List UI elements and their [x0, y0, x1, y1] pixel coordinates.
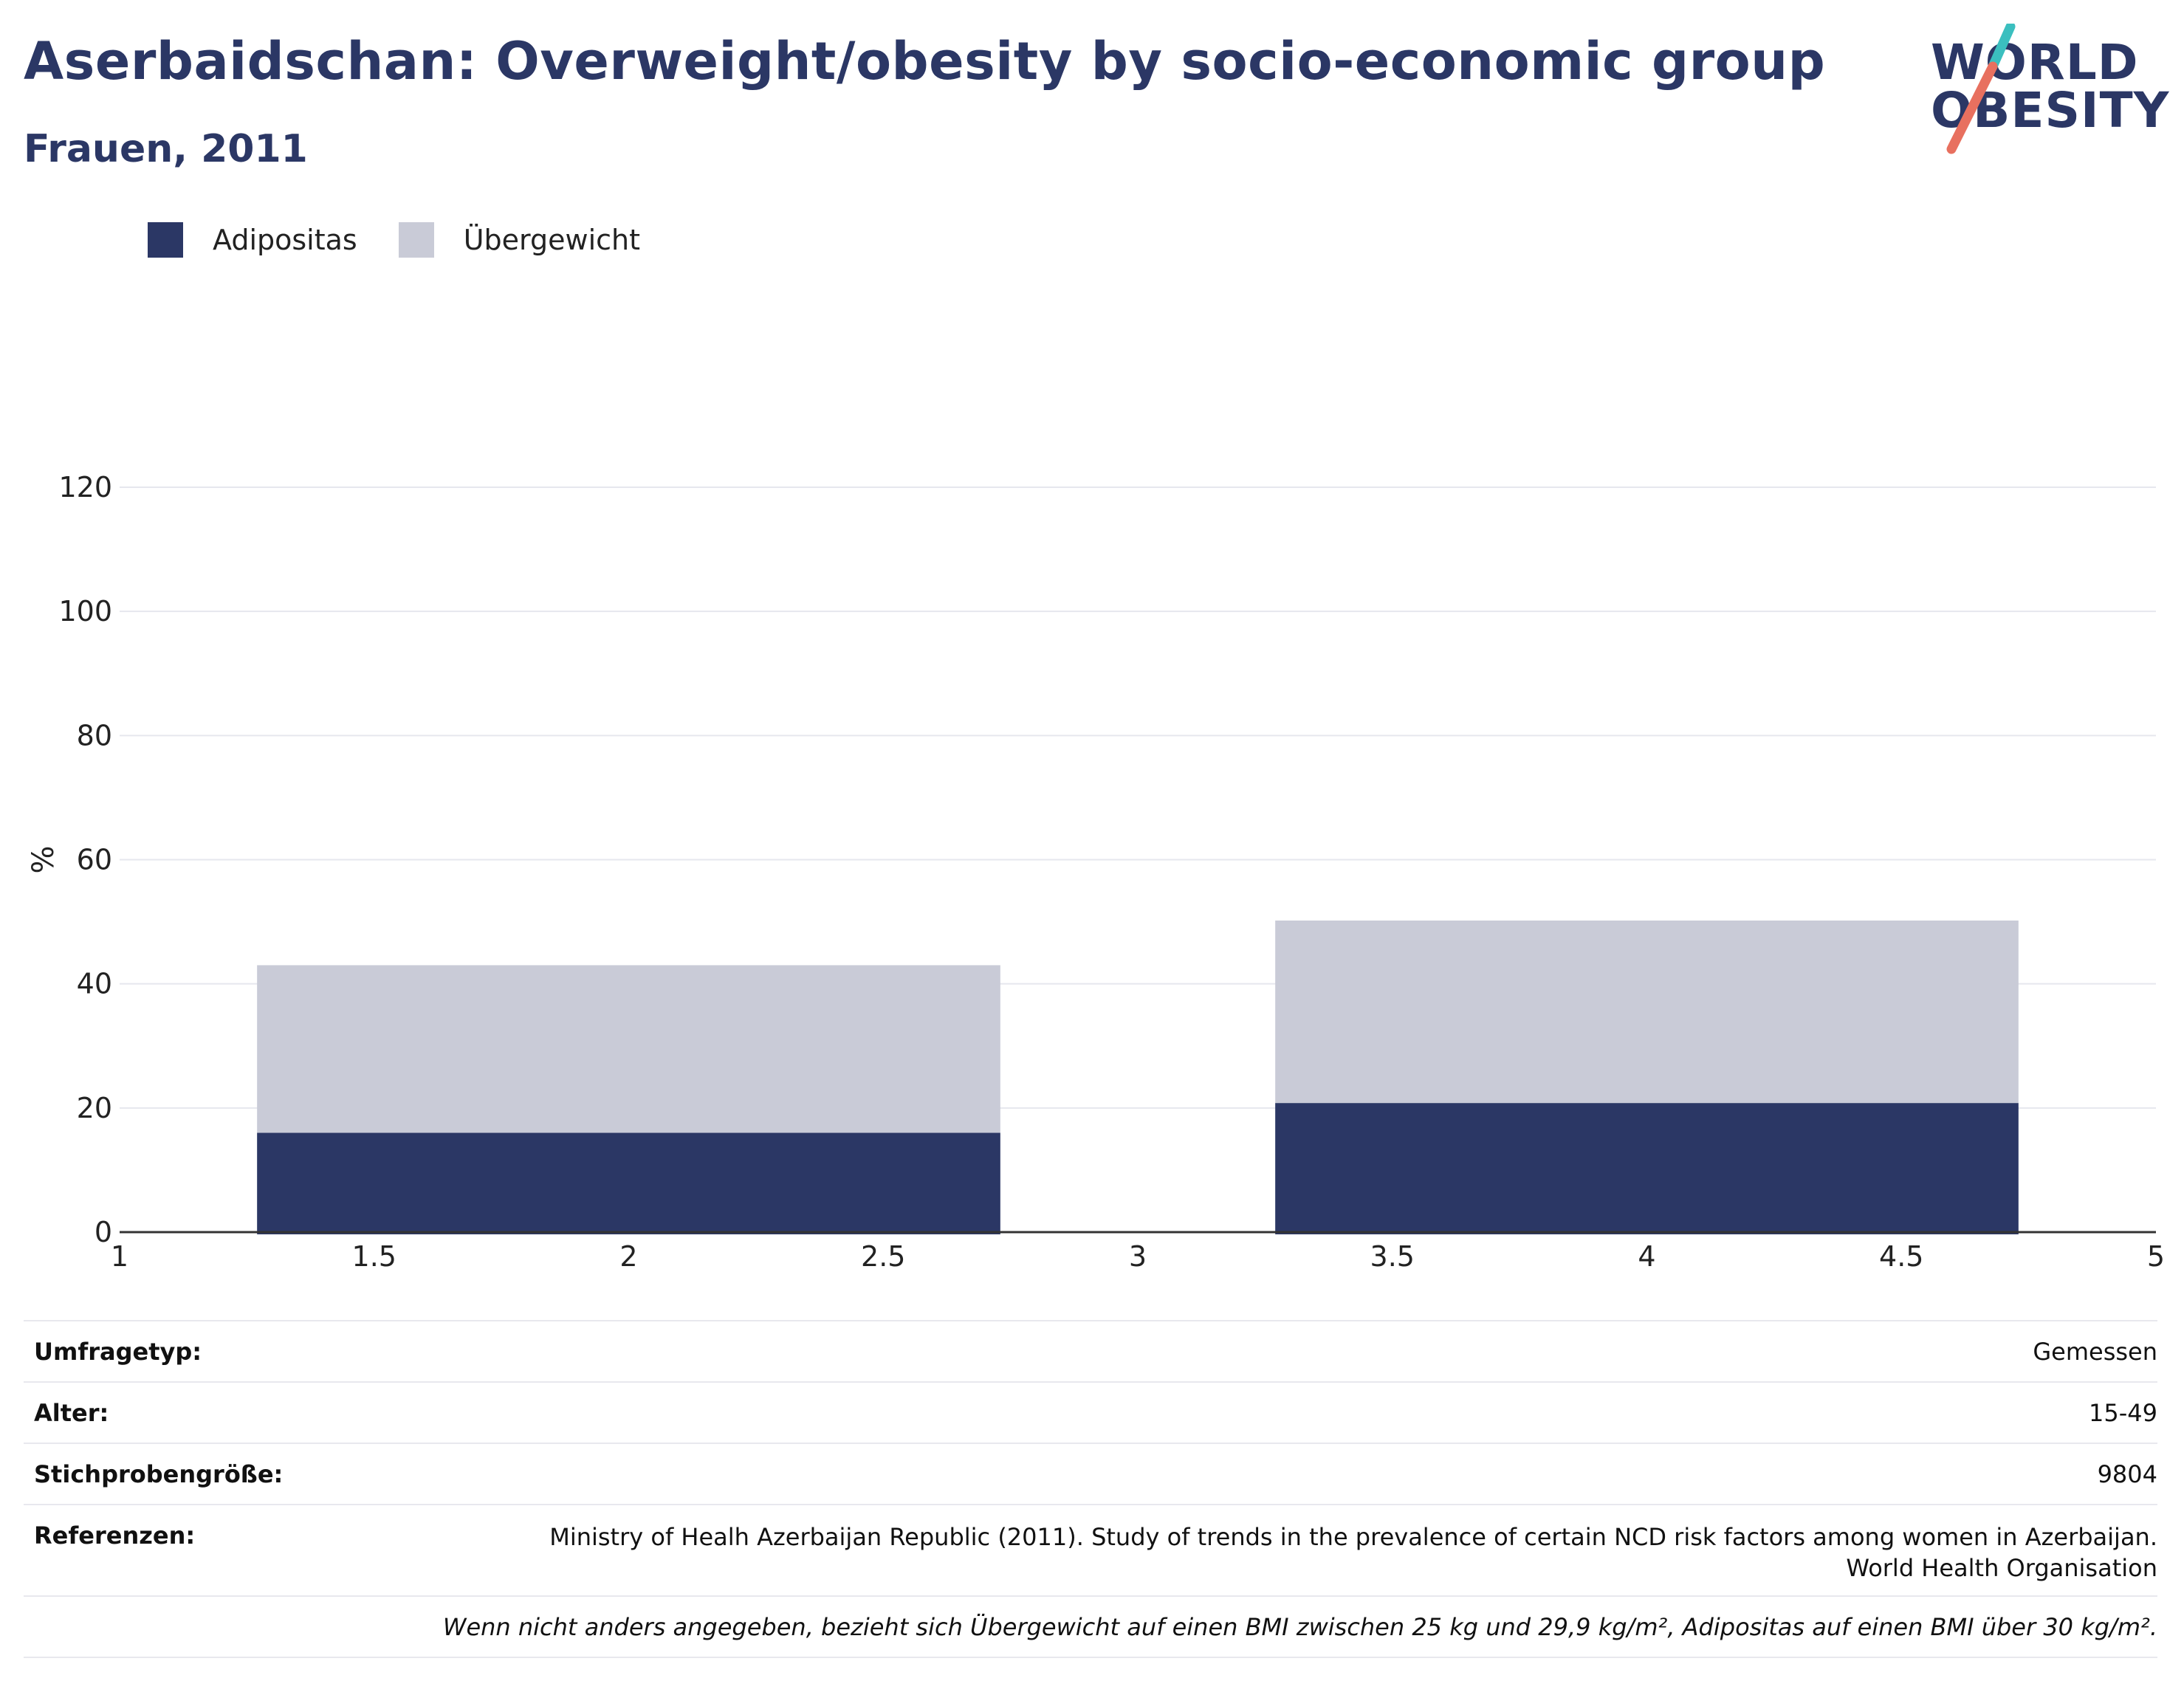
bar-uebergewicht-1	[257, 965, 1000, 1133]
references-value: Ministry of Healh Azerbaijan Republic (2…	[549, 1522, 2157, 1584]
y-tick-label: 80	[77, 719, 112, 752]
y-tick-label: 60	[77, 844, 112, 876]
survey-type-label: Umfragetyp:	[34, 1337, 202, 1366]
info-row-sample-size: Stichprobengröße: 9804	[24, 1444, 2157, 1505]
chart-title: Aserbaidschan: Overweight/obesity by soc…	[24, 31, 1826, 92]
x-tick-label: 3	[1129, 1240, 1147, 1273]
sample-size-label: Stichprobengröße:	[34, 1460, 284, 1488]
info-row-age: Alter: 15-49	[24, 1383, 2157, 1444]
references-label: Referenzen:	[34, 1522, 196, 1550]
x-tick-label: 5	[2147, 1240, 2165, 1273]
bar-uebergewicht-2	[1275, 920, 2019, 1104]
age-value: 15-49	[2089, 1398, 2157, 1427]
info-row-footnote: Wenn nicht anders angegeben, bezieht sic…	[24, 1597, 2157, 1658]
x-tick-label: 4	[1638, 1240, 1655, 1273]
x-tick-label: 3.5	[1370, 1240, 1415, 1273]
logo-text-world: WORLD	[1931, 34, 2139, 91]
chart-subtitle: Frauen, 2011	[24, 127, 308, 171]
references-line-2: World Health Organisation	[1846, 1554, 2157, 1582]
sample-size-value: 9804	[2097, 1460, 2157, 1488]
info-row-survey-type: Umfragetyp: Gemessen	[24, 1321, 2157, 1383]
legend-label-adipositas: Adipositas	[213, 224, 357, 256]
chart-legend: Adipositas Übergewicht	[148, 221, 681, 258]
y-tick-label: 100	[58, 595, 112, 628]
y-tick-label: 0	[95, 1216, 112, 1248]
x-tick-label: 1	[111, 1240, 128, 1273]
footnote: Wenn nicht anders angegeben, bezieht sic…	[442, 1612, 2157, 1641]
y-tick-label: 40	[77, 968, 112, 1000]
bar-chart: 0 20 40 60 80 100 120% 1 1.5 2 2.5 3 3.5 4 4.5 5	[27, 471, 2165, 1273]
y-tick-label: 20	[77, 1092, 112, 1124]
references-line-1: Ministry of Healh Azerbaijan Republic (2…	[549, 1523, 2157, 1551]
info-row-references: Referenzen: Ministry of Healh Azerbaijan…	[24, 1505, 2157, 1597]
x-tick-label: 2	[619, 1240, 637, 1273]
age-label: Alter:	[34, 1398, 109, 1427]
x-tick-label: 1.5	[352, 1240, 396, 1273]
bar-adipositas-1	[257, 1132, 1000, 1234]
survey-type-value: Gemessen	[2033, 1337, 2157, 1366]
x-tick-label: 4.5	[1879, 1240, 1923, 1273]
bar-adipositas-2	[1275, 1103, 2019, 1234]
legend-item-uebergewicht[interactable]: Übergewicht	[398, 222, 640, 258]
x-tick-label: 2.5	[861, 1240, 905, 1273]
y-axis-title: %	[27, 845, 61, 873]
legend-item-adipositas[interactable]: Adipositas	[148, 222, 357, 258]
legend-swatch-uebergewicht	[398, 222, 434, 258]
legend-label-uebergewicht: Übergewicht	[463, 224, 640, 256]
logo-slash-icon	[1946, 24, 2016, 154]
world-obesity-logo: WORLD OBESITY	[1931, 24, 2168, 157]
legend-swatch-adipositas	[148, 222, 183, 258]
info-table: Umfragetyp: Gemessen Alter: 15-49 Stichp…	[24, 1320, 2157, 1658]
y-tick-label: 120	[58, 471, 112, 503]
